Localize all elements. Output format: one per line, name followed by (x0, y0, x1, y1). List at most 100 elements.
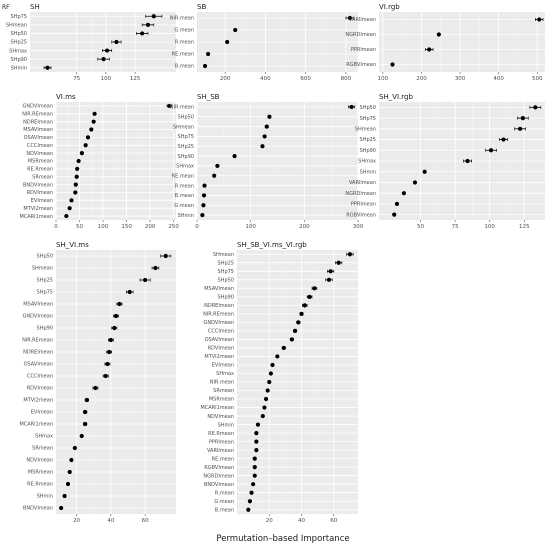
data-point (265, 388, 270, 393)
category-label: SRmean (213, 388, 234, 394)
data-point (89, 127, 94, 132)
category-label: SHp25 (11, 40, 27, 46)
data-point (79, 151, 84, 156)
data-point (140, 31, 145, 36)
x-tick-label: 400 (260, 76, 271, 82)
category-label: SHp75 (360, 116, 376, 122)
category-label: NIR.REmean (22, 338, 53, 344)
category-label: RE.Rmean (27, 482, 53, 488)
data-point (202, 63, 208, 69)
x-tick-label: 100 (101, 76, 112, 82)
data-point (69, 198, 74, 203)
category-label: NIR.mean (170, 105, 194, 111)
data-point (200, 212, 205, 218)
category-label: MSAVImean (23, 302, 53, 308)
category-label: RDVImean (208, 346, 234, 352)
data-point (307, 294, 312, 299)
category-label: MSRmean (209, 397, 234, 403)
x-tick-label: 50 (76, 224, 83, 230)
category-label: NGRDImean (345, 32, 376, 38)
panel-title: SH_SB_VI.ms_VI.rgb (237, 241, 307, 249)
category-label: OSAVImean (24, 135, 53, 141)
data-point (427, 47, 432, 52)
category-label: BNDVImean (204, 482, 234, 488)
data-point (268, 371, 273, 376)
category-label: MCARI1mean (200, 405, 234, 411)
data-point (163, 253, 168, 259)
data-point (215, 163, 220, 169)
category-label: GNDVImean (204, 320, 234, 326)
panel-6: SH_VI.rgb 50 75 100 125 SHp50 SHp75 SHmean SHp25… (345, 93, 545, 230)
category-label: NGRDImean (345, 191, 376, 197)
category-label: VARIlmean (349, 17, 376, 23)
data-point (69, 457, 74, 463)
data-point (336, 260, 341, 265)
category-label: SHmax (9, 48, 27, 54)
data-point (254, 439, 259, 444)
data-point (302, 303, 307, 308)
data-point (260, 144, 265, 149)
category-label: SHmin (218, 422, 234, 428)
category-label: SHmax (176, 164, 194, 170)
panel-title: SB (197, 3, 206, 11)
category-label: SHmax (216, 371, 234, 377)
x-tick-label: 50 (417, 224, 424, 230)
category-label: B.mean (175, 64, 194, 70)
corner-label: RF (2, 4, 10, 11)
data-point (247, 499, 253, 504)
data-point (143, 277, 148, 283)
category-label: RGBVImean (346, 62, 376, 68)
data-point (205, 51, 211, 57)
category-label: RE.Rmean (27, 167, 53, 173)
x-tick-label: 100 (484, 224, 495, 230)
data-point (394, 201, 400, 207)
category-label: MCARI1mean (19, 214, 53, 220)
category-label: SHp75 (37, 290, 53, 296)
data-point (263, 396, 269, 402)
category-label: NGRDImean (203, 473, 234, 479)
data-point (83, 143, 88, 148)
category-label: GNDVImean (23, 314, 53, 320)
category-label: VARIlmean (349, 180, 376, 186)
data-point (76, 158, 81, 164)
x-tick-label: 20 (266, 518, 273, 524)
data-point (254, 430, 259, 436)
category-label: SHmean (213, 252, 234, 258)
data-point (252, 456, 257, 461)
x-tick-label: 60 (330, 518, 337, 524)
category-label: SHp50 (37, 254, 53, 260)
data-point (127, 289, 132, 295)
panel-1: SH 75 100 125 SHp75 SHmean SHp50 SHp25 SHmax SHp9… (6, 3, 176, 82)
data-point (296, 320, 301, 325)
category-label: EVImean (212, 363, 234, 369)
category-label: SHp90 (360, 148, 376, 154)
category-label: SHmean (173, 124, 194, 130)
category-label: CCCImean (208, 329, 234, 335)
category-label: SHp25 (37, 278, 53, 284)
data-point (112, 325, 117, 331)
data-point (270, 362, 275, 368)
panel-2: SB 200 400 600 800 NIR.mean G.mean R.mean RE.mea… (170, 3, 358, 82)
category-label: MSRmean (28, 470, 53, 476)
category-label: NDREImean (23, 119, 53, 125)
category-label: SHp25 (218, 260, 234, 266)
data-point (347, 252, 353, 257)
data-point (347, 15, 353, 21)
data-point (267, 114, 272, 119)
data-point (79, 433, 84, 439)
category-label: NDREImean (23, 350, 53, 356)
data-point (117, 301, 122, 307)
data-point (252, 465, 257, 470)
x-tick-label: 40 (298, 518, 305, 524)
x-tick-label: 150 (121, 224, 132, 230)
data-point (262, 405, 267, 410)
x-tick-label: 125 (130, 76, 141, 82)
data-point (281, 345, 286, 351)
data-point (67, 206, 72, 211)
data-point (232, 153, 237, 159)
category-label: R.mean (175, 40, 194, 46)
category-label: SHmin (11, 65, 27, 71)
panel-7: SH_VI.ms 20 40 60 SHp50 SHmean SHp25 SHp75 MSAVI… (19, 241, 176, 524)
data-point (167, 103, 172, 109)
x-tick-label: 60 (142, 518, 149, 524)
